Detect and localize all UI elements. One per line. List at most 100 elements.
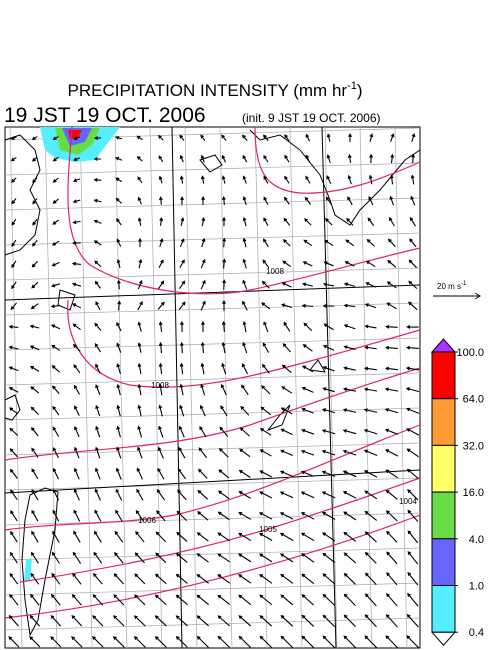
wind-arrow (242, 279, 248, 290)
grid-line (254, 126, 268, 649)
wind-arrow (136, 467, 144, 480)
wind-arrow (242, 320, 247, 333)
grid-line (4, 302, 421, 316)
wind-arrow (405, 345, 419, 350)
wind-arrow (10, 510, 18, 522)
wind-arrow (9, 572, 19, 585)
coast (4, 394, 21, 421)
wind-arrow (259, 449, 272, 457)
wind-arrow (347, 153, 352, 164)
wind-arrow (386, 593, 398, 607)
wind-arrow (322, 344, 335, 351)
wind-arrow (116, 279, 121, 290)
wind-arrow (137, 196, 142, 205)
wind-arrow (10, 136, 17, 140)
wind-arrow (284, 196, 290, 205)
wind-arrow (322, 573, 336, 585)
wind-arrow (50, 593, 61, 606)
wind-arrow (389, 174, 394, 185)
wind-arrow (385, 324, 398, 329)
wind-arrow (240, 405, 250, 416)
wind-arrow (342, 408, 357, 413)
wind-arrow (386, 572, 398, 586)
wind-arrow (303, 239, 313, 247)
wind-arrow (217, 594, 231, 606)
grid-line (4, 267, 421, 281)
wind-arrow (406, 325, 419, 329)
wind-arrow (52, 177, 59, 183)
wind-arrow (389, 195, 395, 206)
wind-arrow (137, 176, 143, 184)
wind-arrow (114, 530, 124, 543)
wind-arrow (221, 320, 226, 333)
wind-arrow (304, 196, 311, 205)
wind-arrow (222, 258, 227, 269)
wind-arrow (200, 154, 205, 163)
wind-arrow (386, 302, 397, 310)
wind-arrow (71, 615, 83, 627)
wind-arrow (280, 573, 294, 584)
wind-arrow (136, 135, 143, 141)
wind-arrow (303, 322, 313, 332)
wind-arrow (115, 509, 123, 522)
wind-arrow (344, 261, 355, 267)
wind-arrow (321, 408, 336, 414)
wind-arrow (115, 177, 123, 183)
wind-arrow (95, 425, 101, 438)
wind-arrow (407, 509, 419, 522)
wind-arrow (322, 366, 335, 372)
wind-arrow (133, 615, 146, 627)
wind-arrow (52, 219, 60, 225)
wind-arrow (31, 426, 39, 437)
wind-arrow (322, 593, 335, 606)
wind-arrow (178, 301, 186, 311)
wind-arrow (343, 614, 356, 628)
wind-arrow (300, 512, 315, 520)
wind-arrow (280, 449, 294, 457)
wind-arrow (281, 386, 293, 394)
wind-arrow (74, 425, 80, 438)
wind-arrow (10, 489, 18, 501)
wind-arrow (51, 365, 60, 373)
wind-arrow (408, 280, 418, 290)
wind-arrow (387, 259, 397, 268)
wind-arrow (179, 383, 184, 396)
wind-arrow (364, 593, 377, 607)
wind-arrow (280, 614, 294, 627)
wind-arrow (410, 195, 416, 206)
grid-line (4, 162, 421, 176)
wind-arrow (32, 198, 38, 205)
wind-arrow (50, 636, 62, 648)
wind-arrow (74, 405, 80, 416)
wind-arrow (95, 404, 101, 417)
wind-arrow (134, 573, 146, 585)
grid-line (4, 372, 421, 386)
wind-arrow (220, 383, 227, 396)
wind-arrow (52, 447, 59, 459)
wind-arrow (283, 217, 291, 226)
wind-arrow (135, 509, 145, 522)
wind-arrow (31, 136, 38, 141)
wind-arrow (179, 259, 185, 269)
wind-arrow (408, 301, 418, 311)
wind-arrow (406, 613, 419, 628)
wind-arrow (157, 301, 165, 310)
wind-arrow (384, 366, 399, 371)
wind-arrow (343, 345, 356, 350)
wind-arrow (238, 635, 251, 648)
wind-arrow (9, 407, 19, 415)
wind-arrow (180, 196, 184, 205)
wind-arrow (365, 282, 376, 288)
precipitation (24, 127, 120, 582)
wind-arrow (407, 571, 419, 586)
coast (57, 289, 76, 311)
wind-arrow (322, 635, 336, 649)
wind-arrow (93, 136, 101, 140)
wind-arrow (343, 572, 356, 585)
wind-arrow (74, 446, 80, 459)
wind-arrow (93, 240, 102, 246)
wind-arrow (9, 551, 18, 564)
wind-arrow (363, 449, 378, 457)
wind-arrow (11, 218, 17, 226)
wind-arrow (343, 324, 356, 330)
